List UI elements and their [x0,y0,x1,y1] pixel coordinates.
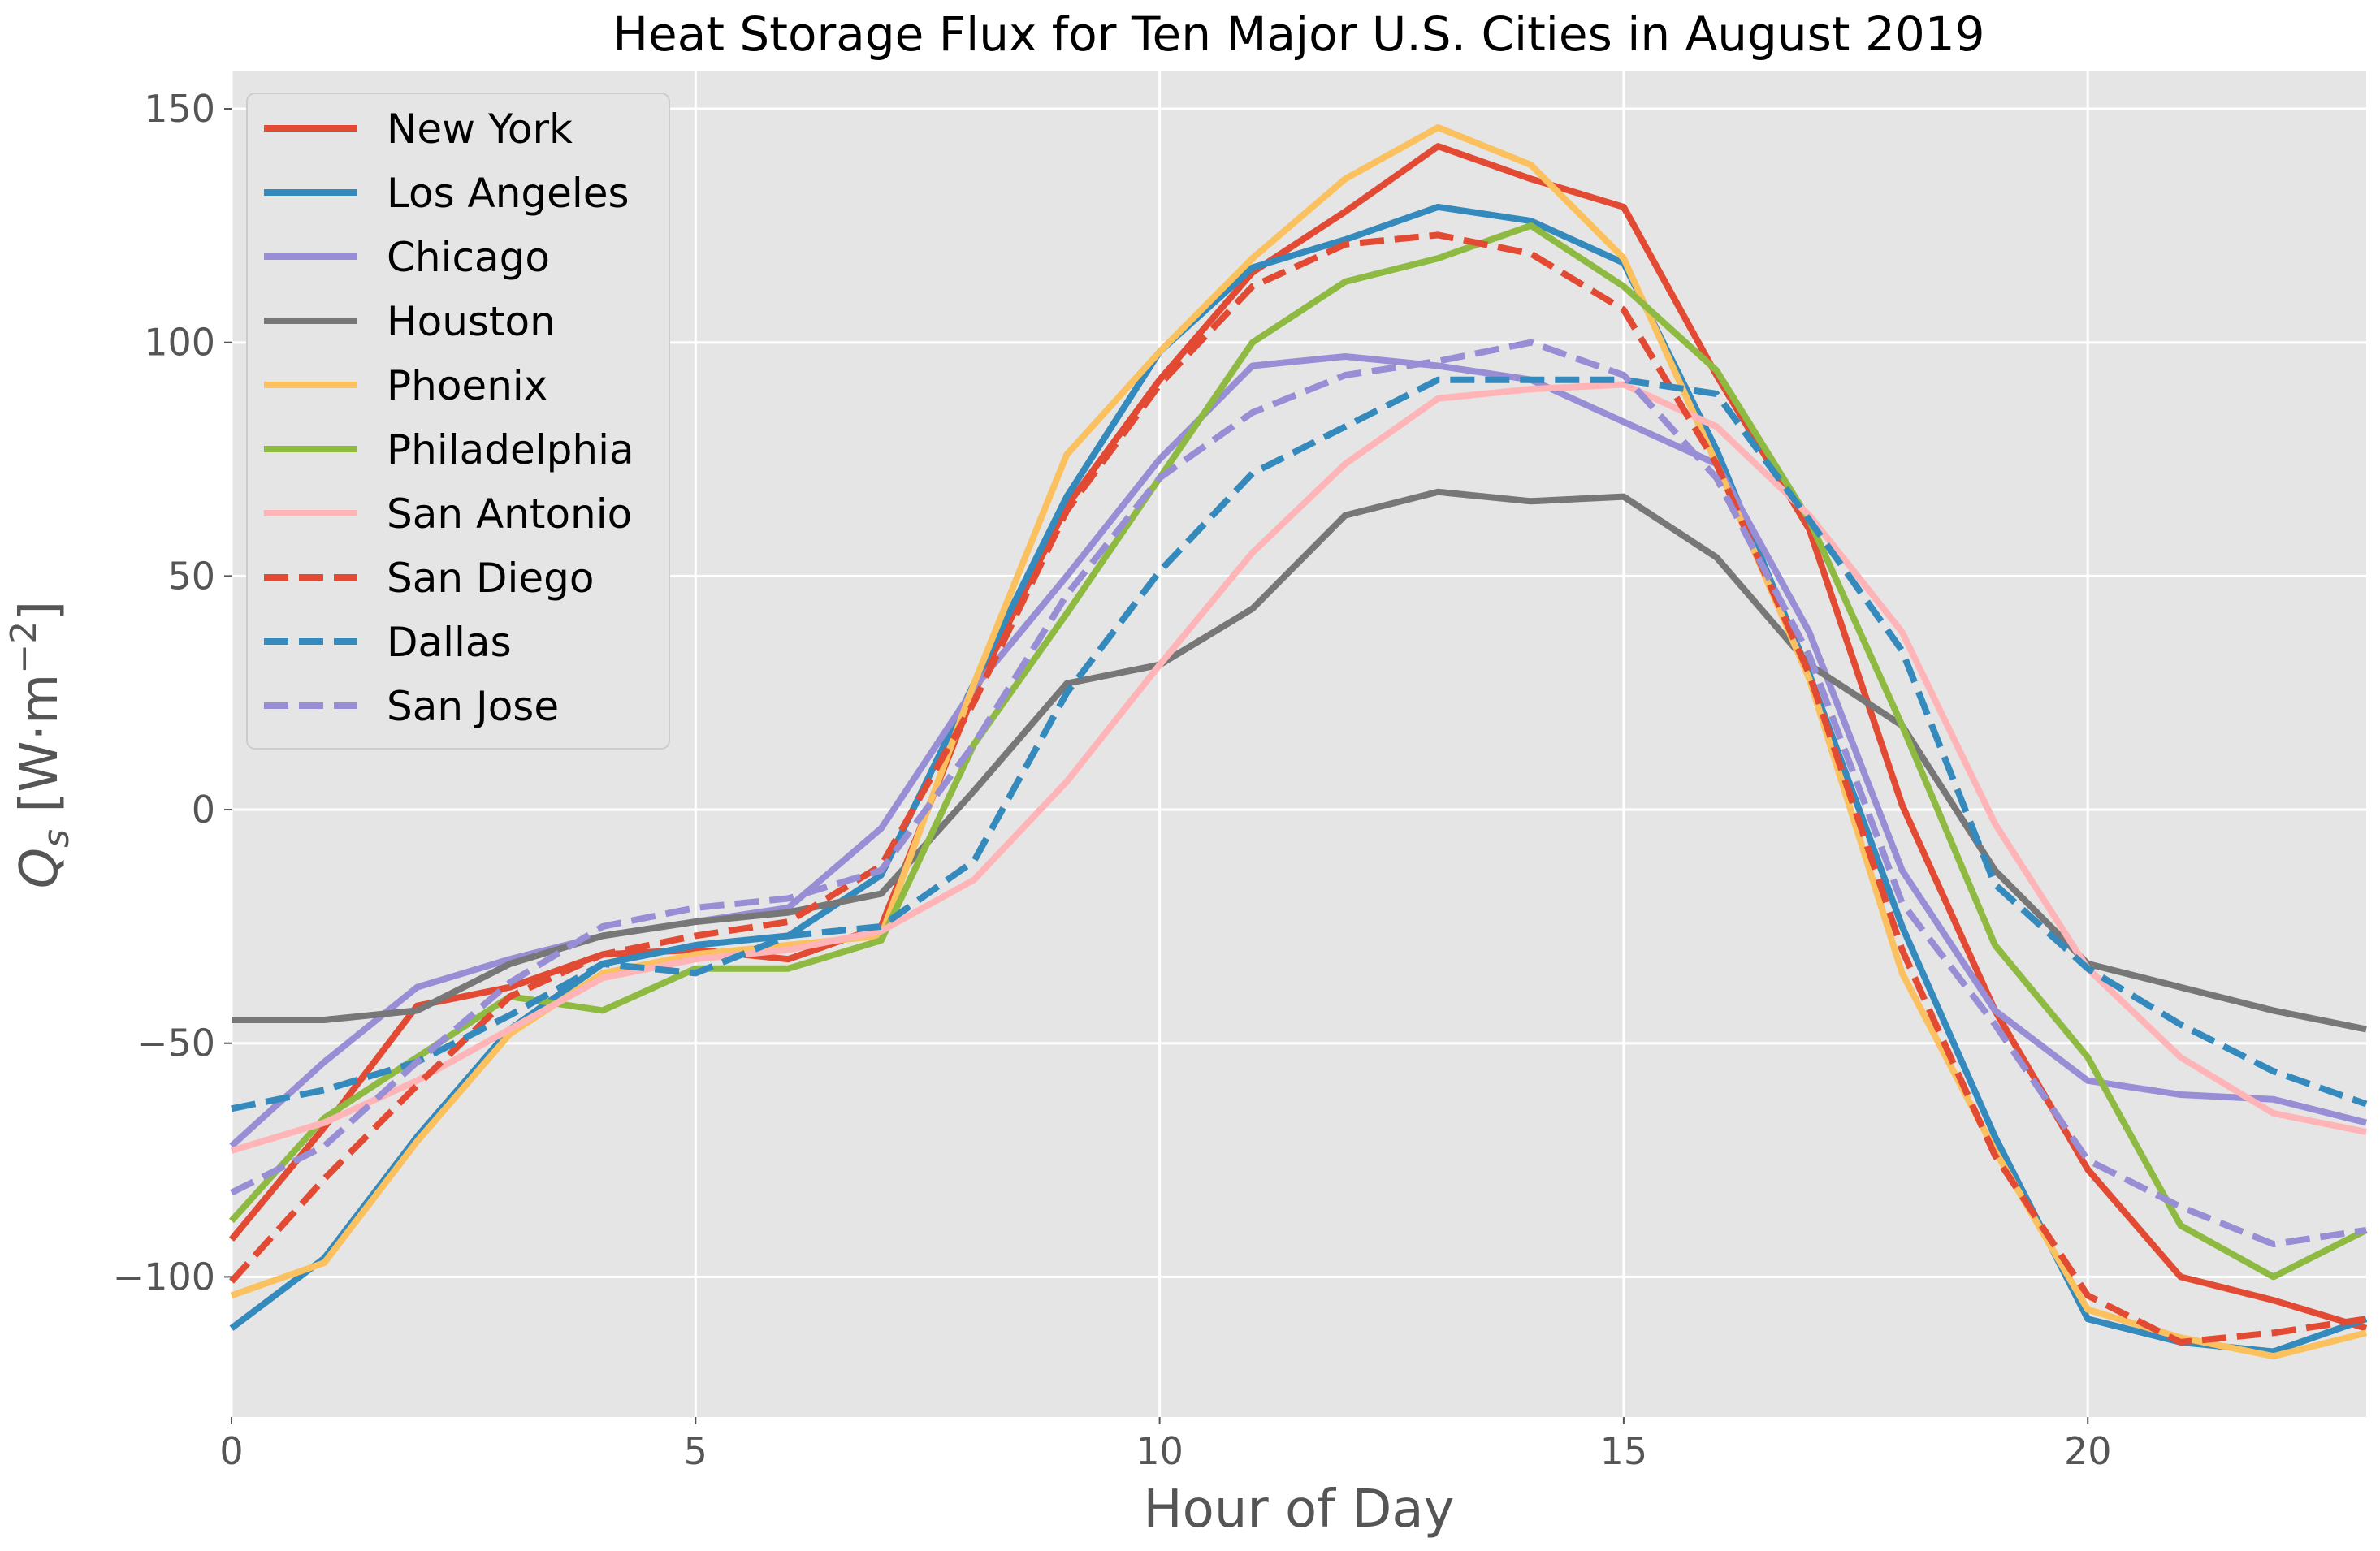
x-axis-label: Hour of Day [1144,1480,1455,1540]
x-tick-label: 20 [2064,1429,2112,1473]
y-axis-label-symbol: Q [10,848,70,888]
legend-label-los-angeles: Los Angeles [387,170,630,217]
y-tick-label: 150 [144,87,215,131]
y-axis-label-exponent: −2 [3,621,45,674]
y-axis-label-units: [W·m [10,674,70,829]
axis-ticks: 0 5 10 15 20 150 100 50 0 −50 −100 [113,87,2112,1473]
x-tick-label: 5 [684,1429,708,1473]
legend-label-new-york: New York [387,106,573,153]
legend: New York Los Angeles Chicago Houston Phoenix… [246,93,670,750]
y-axis-label-close: ] [10,601,70,621]
legend-label-dallas: Dallas [387,619,512,666]
y-tick-label: 0 [192,788,215,832]
series-line-philadelphia [229,222,2368,1281]
legend-label-chicago: Chicago [387,234,550,281]
y-axis-label: Qs [W·m−2] [3,601,77,888]
series-line-houston [232,488,2367,1033]
x-tick-label: 10 [1136,1429,1184,1473]
series-line-san-jose [230,339,2367,1248]
legend-label-houston: Houston [387,298,556,345]
legend-label-philadelphia: Philadelphia [387,426,634,473]
series-line-los-angeles [229,203,2368,1355]
y-axis-label-subscript: s [36,829,77,848]
y-tick-label: −100 [113,1255,215,1298]
legend-label-san-antonio: San Antonio [387,490,632,538]
series-line-dallas [231,376,2368,1112]
y-tick-label: 50 [167,554,215,598]
legend-label-san-diego: San Diego [387,555,594,602]
legend-label-phoenix: Phoenix [387,362,547,409]
y-tick-label: −50 [136,1022,215,1065]
x-tick-label: 15 [1600,1429,1648,1473]
y-tick-label: 100 [144,321,215,365]
series-lines [228,124,2368,1360]
legend-label-san-jose: San Jose [387,683,559,730]
x-tick-label: 0 [219,1429,243,1473]
series-line-san-diego [229,231,2367,1346]
series-line-san-antonio [230,381,2367,1154]
series-line-new-york [228,143,2368,1332]
chart-title: Heat Storage Flux for Ten Major U.S. Cit… [612,6,1984,62]
